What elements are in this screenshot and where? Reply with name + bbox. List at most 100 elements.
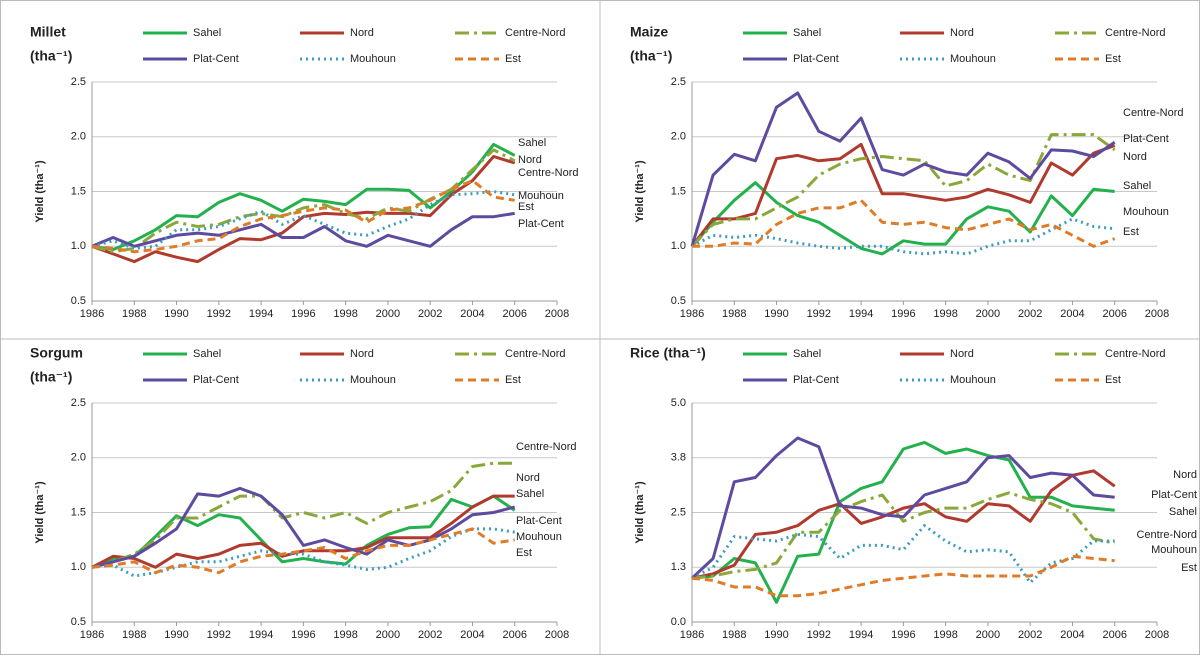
end-label: Sahel xyxy=(516,488,544,500)
x-tick-label: 1996 xyxy=(291,308,315,320)
legend-label: Est xyxy=(505,53,521,65)
y-tick-label: 2.5 xyxy=(671,76,686,88)
end-label: Sahel xyxy=(1169,506,1197,518)
end-label: Nord xyxy=(1123,151,1147,163)
x-tick-label: 2008 xyxy=(1145,308,1169,320)
data-line xyxy=(91,527,515,575)
end-label: Mouhoun xyxy=(516,531,562,543)
x-tick-label: 2008 xyxy=(1145,629,1169,641)
y-tick-label: 1.5 xyxy=(71,506,86,518)
data-line xyxy=(691,469,1116,580)
panel-subtitle: (tha⁻¹) xyxy=(630,48,672,64)
x-tick-label: 1992 xyxy=(207,629,231,641)
end-label: Centre-Nord xyxy=(518,167,579,179)
end-label: Nord xyxy=(518,154,542,166)
legend-label: Sahel xyxy=(193,348,221,360)
x-tick-label: 2002 xyxy=(418,308,442,320)
x-tick-label: 1988 xyxy=(122,629,146,641)
x-tick-label: 1986 xyxy=(680,308,704,320)
legend-label: Mouhoun xyxy=(950,374,996,386)
data-line xyxy=(91,486,516,569)
x-tick-label: 2002 xyxy=(1018,629,1042,641)
end-label: Mouhoun xyxy=(1151,544,1197,556)
x-tick-label: 1998 xyxy=(933,629,957,641)
legend-label: Plat-Cent xyxy=(193,53,239,65)
y-tick-label: 2.0 xyxy=(71,452,86,464)
end-label: Est xyxy=(516,547,532,559)
panel-subtitle: (tha⁻¹) xyxy=(30,369,72,385)
panel-title: Millet xyxy=(30,24,66,40)
legend-label: Nord xyxy=(950,27,974,39)
panel: Sorgum (tha⁻¹) Yield (tha⁻¹) 0.5 1.0 1.5 2.0 2.… xyxy=(30,345,577,641)
x-tick-label: 2004 xyxy=(460,629,484,641)
x-tick-label: 2000 xyxy=(376,629,400,641)
legend-label: Centre-Nord xyxy=(1105,27,1166,39)
y-tick-label: 2.5 xyxy=(671,506,686,518)
x-tick-label: 1986 xyxy=(80,629,104,641)
end-label: Centre-Nord xyxy=(1123,107,1184,119)
y-tick-label: 5.0 xyxy=(671,397,686,409)
y-tick-label: 2.0 xyxy=(671,131,686,143)
y-tick-label: 2.5 xyxy=(71,397,86,409)
data-line xyxy=(691,554,1115,598)
legend-label: Mouhoun xyxy=(950,53,996,65)
x-tick-label: 2004 xyxy=(1060,308,1084,320)
legend-label: Plat-Cent xyxy=(193,374,239,386)
end-label: Centre-Nord xyxy=(1136,529,1197,541)
x-tick-label: 1998 xyxy=(333,308,357,320)
x-tick-label: 1992 xyxy=(207,308,231,320)
data-line xyxy=(691,491,1116,580)
x-tick-label: 2002 xyxy=(1018,308,1042,320)
panel: Millet (tha⁻¹) Yield (tha⁻¹) 0.5 1.0 1.5 2.0 2.… xyxy=(30,24,579,320)
end-label: Est xyxy=(1123,226,1139,238)
x-tick-label: 1990 xyxy=(764,308,788,320)
panel: Maize (tha⁻¹) Yield (tha⁻¹) 0.5 1.0 1.5 2.0 2.5… xyxy=(630,24,1184,320)
legend-label: Est xyxy=(1105,374,1121,386)
data-line xyxy=(91,494,515,569)
x-tick-label: 2000 xyxy=(976,308,1000,320)
x-tick-label: 1994 xyxy=(249,629,273,641)
x-tick-label: 1998 xyxy=(333,629,357,641)
x-tick-label: 1996 xyxy=(291,629,315,641)
end-label: Sahel xyxy=(518,137,546,149)
data-line xyxy=(690,142,1116,248)
y-axis-label: Yield (tha⁻¹) xyxy=(634,160,646,223)
y-tick-label: 1.0 xyxy=(71,561,86,573)
end-label: Mouhoun xyxy=(518,190,564,202)
end-label: Plat-Cent xyxy=(516,515,562,527)
legend-label: Est xyxy=(505,374,521,386)
legend-label: Mouhoun xyxy=(350,53,396,65)
end-label: Plat-Cent xyxy=(1123,133,1169,145)
x-tick-label: 1996 xyxy=(891,308,915,320)
y-tick-label: 3.8 xyxy=(671,452,686,464)
data-line xyxy=(91,179,515,254)
x-tick-label: 2002 xyxy=(418,629,442,641)
legend-label: Nord xyxy=(350,348,374,360)
legend-label: Plat-Cent xyxy=(793,53,839,65)
end-label: Mouhoun xyxy=(1123,206,1169,218)
y-tick-label: 1.3 xyxy=(671,561,686,573)
x-tick-label: 2000 xyxy=(976,629,1000,641)
legend-label: Mouhoun xyxy=(350,374,396,386)
x-tick-label: 1992 xyxy=(807,629,831,641)
x-tick-label: 1990 xyxy=(764,629,788,641)
end-label: Nord xyxy=(516,472,540,484)
legend-label: Sahel xyxy=(193,27,221,39)
data-line xyxy=(91,527,515,578)
legend-label: Est xyxy=(1105,53,1121,65)
x-tick-label: 1994 xyxy=(849,308,873,320)
x-tick-label: 2000 xyxy=(376,308,400,320)
legend-label: Sahel xyxy=(793,348,821,360)
end-label: Est xyxy=(518,201,534,213)
y-axis-label: Yield (tha⁻¹) xyxy=(34,481,46,544)
x-tick-label: 1990 xyxy=(164,629,188,641)
end-label: Est xyxy=(1181,562,1197,574)
x-tick-label: 1988 xyxy=(122,308,146,320)
end-label: Plat-Cent xyxy=(518,218,564,230)
end-label: Nord xyxy=(1173,469,1197,481)
x-tick-label: 2008 xyxy=(545,308,569,320)
data-line xyxy=(91,148,516,254)
y-tick-label: 1.0 xyxy=(671,240,686,252)
y-tick-label: 0.5 xyxy=(671,295,686,307)
